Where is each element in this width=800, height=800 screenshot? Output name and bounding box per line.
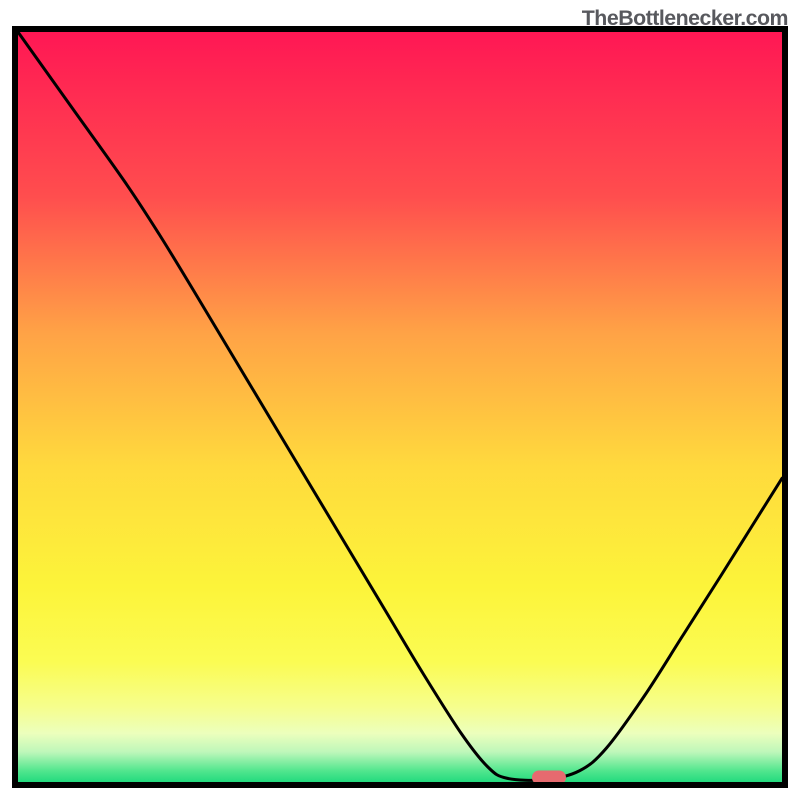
- plot-border: [12, 26, 788, 788]
- chart-frame: TheBottlenecker.com: [0, 0, 800, 800]
